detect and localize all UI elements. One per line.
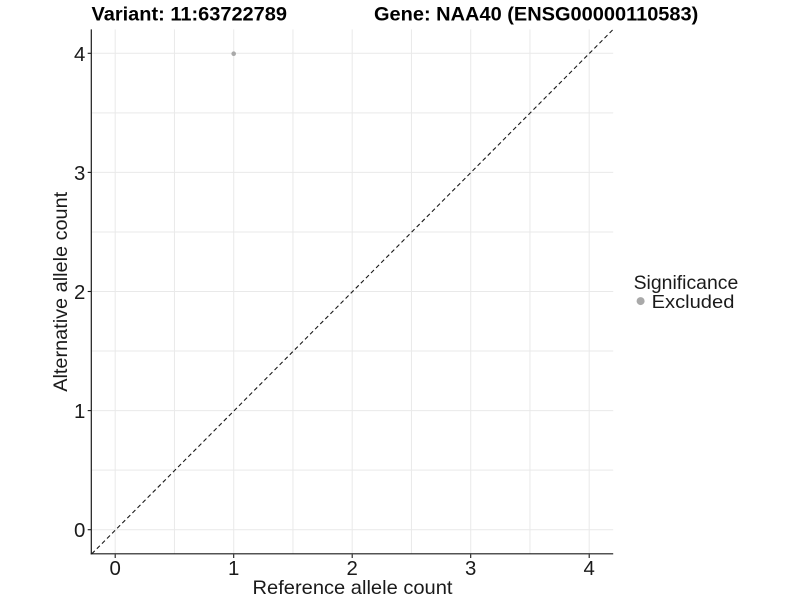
svg-text:1: 1 — [228, 558, 239, 580]
svg-text:4: 4 — [74, 44, 85, 66]
svg-text:0: 0 — [74, 520, 85, 542]
svg-text:2: 2 — [347, 558, 358, 580]
svg-text:Excluded: Excluded — [652, 292, 735, 312]
svg-text:Variant: 11:63722789: Variant: 11:63722789 — [92, 5, 288, 26]
svg-text:4: 4 — [584, 558, 595, 580]
svg-text:0: 0 — [110, 558, 121, 580]
svg-text:Alternative allele count: Alternative allele count — [51, 191, 72, 392]
svg-text:1: 1 — [74, 401, 85, 423]
svg-text:3: 3 — [74, 163, 85, 185]
svg-text:2: 2 — [74, 282, 85, 304]
svg-text:Reference allele count: Reference allele count — [253, 578, 454, 599]
svg-text:Gene: NAA40 (ENSG00000110583): Gene: NAA40 (ENSG00000110583) — [374, 5, 698, 26]
svg-text:Significance: Significance — [634, 273, 739, 294]
svg-text:3: 3 — [465, 558, 476, 580]
